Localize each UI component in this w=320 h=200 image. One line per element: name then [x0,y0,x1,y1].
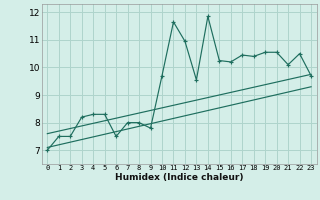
X-axis label: Humidex (Indice chaleur): Humidex (Indice chaleur) [115,173,244,182]
